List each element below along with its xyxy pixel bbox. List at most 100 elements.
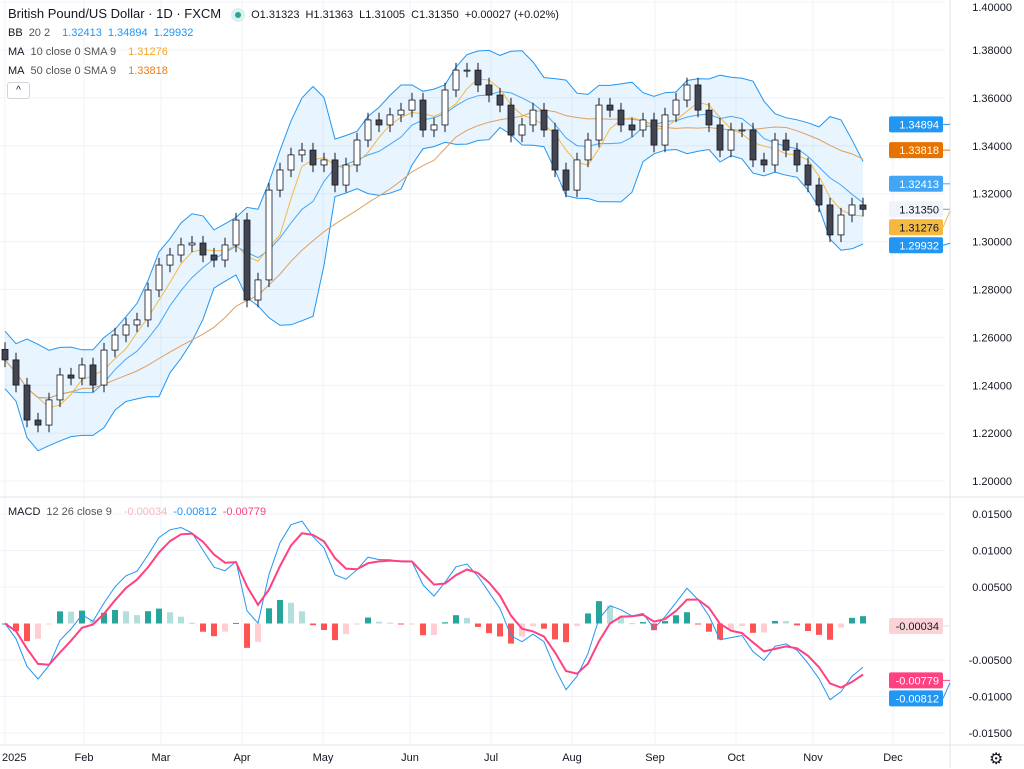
candle-body <box>441 89 449 126</box>
macd-histogram-bar <box>827 623 833 640</box>
candle-body <box>738 129 746 132</box>
candle <box>56 367 64 408</box>
candle-body <box>683 84 691 101</box>
ohlc-high: H1.31363 <box>305 9 354 21</box>
candle-body <box>331 159 339 186</box>
candle <box>727 122 735 158</box>
ma50-legend[interactable]: MA 50 close 0 SMA 9 1.33818 <box>8 65 174 77</box>
candle <box>793 142 801 173</box>
candle <box>265 182 273 288</box>
candle <box>111 327 119 358</box>
price-badge: 1.29932 <box>899 240 939 252</box>
macd-histogram-bar <box>134 615 140 624</box>
time-tick-label: Sep <box>645 752 665 764</box>
price-tick-label: 1.28000 <box>972 285 1012 297</box>
gear-icon[interactable]: ⚙ <box>989 751 1004 768</box>
candle-body <box>474 69 482 86</box>
candle-body <box>562 169 570 191</box>
macd-histogram-bar <box>409 623 415 625</box>
candle <box>650 112 658 153</box>
candle-body <box>221 244 229 261</box>
candle <box>749 122 757 168</box>
candle <box>540 102 548 138</box>
candle-body <box>848 204 856 216</box>
candle-body <box>23 384 31 421</box>
macd-histogram-bar <box>662 621 668 624</box>
candle <box>67 367 75 386</box>
time-tick-label: Dec <box>883 752 903 764</box>
candle <box>804 157 812 193</box>
time-tick-label: Mar <box>152 752 171 764</box>
candle-body <box>804 164 812 186</box>
macd-histogram-bar <box>46 623 52 625</box>
price-tick-label: 1.26000 <box>972 332 1012 344</box>
price-badge: 1.33818 <box>899 145 939 157</box>
macd-histogram-bar <box>475 623 481 627</box>
macd-histogram-bar <box>90 620 96 624</box>
candle-body <box>243 219 251 301</box>
candle <box>628 117 636 138</box>
candle <box>705 102 713 133</box>
macd-histogram-bar <box>178 616 184 624</box>
macd-histogram-bar <box>530 623 536 627</box>
macd-histogram-bar <box>717 623 723 640</box>
candle-body <box>529 109 537 126</box>
macd-histogram-bar <box>266 608 272 624</box>
price-tick-label: 1.36000 <box>972 93 1012 105</box>
macd-histogram-bar <box>167 612 173 624</box>
macd-histogram-bar <box>651 623 657 631</box>
macd-histogram-bar <box>255 623 261 642</box>
macd-histogram-bar <box>79 610 85 624</box>
macd-histogram-bar <box>57 611 63 624</box>
candle-body <box>793 149 801 166</box>
macd-histogram-bar <box>497 623 503 637</box>
ma50-value: 1.33818 <box>128 65 168 77</box>
price-badge: 1.32413 <box>899 179 939 191</box>
candle <box>23 377 31 428</box>
time-tick-label: Nov <box>803 752 823 764</box>
macd-histogram-bar <box>233 622 239 624</box>
macd-histogram-bar <box>805 623 811 632</box>
macd-histogram-bar <box>607 605 613 624</box>
candle <box>738 122 746 138</box>
candle <box>617 102 625 133</box>
macd-histogram-bar <box>673 615 679 624</box>
candle-body <box>485 84 493 96</box>
candle <box>166 247 174 273</box>
market-open-dot-icon <box>231 8 246 23</box>
price-badge-connector <box>942 242 951 246</box>
macd-histogram-bar <box>486 623 492 634</box>
collapse-legend-button[interactable]: ^ <box>7 82 30 99</box>
macd-tick-label: 0.01000 <box>972 546 1012 558</box>
ohlc-open: O1.31323 <box>251 9 300 21</box>
macd-histogram-bar <box>420 623 426 636</box>
bb-legend[interactable]: BB 20 2 1.32413 1.34894 1.29932 <box>8 27 199 39</box>
time-tick-label: Apr <box>233 752 250 764</box>
macd-histogram-bar <box>321 623 327 630</box>
candle <box>760 152 768 173</box>
macd-badge: -0.00034 <box>896 621 939 633</box>
candle-body <box>320 159 328 166</box>
time-tick-label: Oct <box>727 752 744 764</box>
ma10-legend[interactable]: MA 10 close 0 SMA 9 1.31276 <box>8 46 174 58</box>
bb-params: 20 2 <box>28 27 51 39</box>
candle-body <box>67 374 75 379</box>
price-badge: 1.34894 <box>899 119 939 131</box>
candle-body <box>430 124 438 131</box>
macd-badge-bg <box>889 617 943 634</box>
candle <box>551 122 559 178</box>
candle-body <box>386 114 394 126</box>
candle-body <box>210 254 218 261</box>
candle-body <box>606 104 614 111</box>
candle <box>45 392 53 433</box>
candle <box>672 92 680 123</box>
macd-histogram-bar <box>706 623 712 632</box>
candle <box>716 117 724 158</box>
candle-body <box>342 164 350 186</box>
candle <box>430 117 438 138</box>
macd-legend[interactable]: MACD 12 26 close 9 -0.00034 -0.00812 -0.0077… <box>8 506 272 518</box>
candle <box>837 207 845 243</box>
macd-histogram-bar <box>211 623 217 637</box>
candle <box>441 82 449 133</box>
